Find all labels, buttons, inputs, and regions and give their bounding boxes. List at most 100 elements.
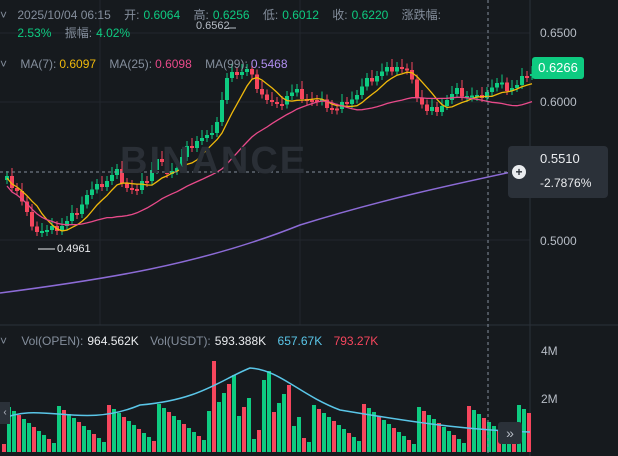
candle	[385, 67, 389, 72]
candle	[245, 69, 249, 72]
volume-bar	[347, 433, 351, 452]
candle	[380, 71, 384, 76]
volume-bar	[202, 440, 206, 452]
candle	[350, 99, 354, 104]
volume-axis-label: 4M	[541, 344, 558, 358]
candle	[510, 88, 514, 91]
volume-bar	[2, 444, 6, 452]
candle	[10, 176, 14, 188]
ma99-value: 0.5468	[250, 57, 288, 71]
double-chevron-right-icon[interactable]: »	[498, 422, 522, 444]
volume-bar	[7, 407, 11, 452]
candle	[135, 189, 139, 191]
chevron-down-icon[interactable]: ˅	[0, 8, 8, 22]
price-axis-label: 0.6000	[540, 95, 577, 109]
candle	[360, 86, 364, 95]
candle	[430, 107, 434, 111]
volume-bar	[32, 427, 36, 452]
volume-bar	[472, 410, 476, 452]
volume-bar	[212, 361, 216, 452]
candle	[485, 92, 489, 98]
volume-bar	[12, 411, 16, 452]
volume-bar	[17, 415, 21, 452]
candle	[220, 100, 224, 122]
scroll-left-icon[interactable]: ‹	[0, 402, 10, 424]
candle	[195, 141, 199, 148]
volume-bar	[307, 442, 311, 452]
ma7-label: MA(7):	[20, 57, 57, 71]
volume-bar	[297, 417, 301, 452]
candle	[105, 181, 109, 187]
high-value: 0.6256	[212, 8, 250, 22]
volume-bar	[522, 409, 526, 452]
candle	[125, 183, 129, 188]
chevron-down-icon[interactable]: ˅	[0, 334, 8, 348]
volume-bar	[57, 406, 61, 452]
candle	[175, 168, 179, 171]
volume-bar	[87, 430, 91, 452]
volume-bar	[137, 429, 141, 452]
volume-bar	[382, 420, 386, 452]
high-label: 高:	[193, 8, 209, 22]
ohlc-info: ˅ 2025/10/04 06:15 开: 0.6064 高: 0.6256 低: 0…	[0, 6, 540, 42]
volume-bar	[457, 439, 461, 452]
vol-ma10-value: 793.27K	[333, 334, 379, 348]
candle	[210, 133, 214, 135]
candle	[315, 100, 319, 102]
candle	[275, 102, 279, 104]
watermark: BINANCE	[120, 140, 308, 182]
volume-bar	[67, 414, 71, 452]
volume-bar	[147, 437, 151, 452]
candle	[270, 100, 274, 102]
volume-bar	[22, 419, 26, 452]
candle	[155, 159, 159, 170]
candle	[425, 104, 429, 111]
ma7-line	[6, 71, 533, 232]
volume-bar	[197, 436, 201, 452]
candle	[445, 100, 449, 106]
candle	[160, 159, 164, 162]
candle	[325, 99, 329, 108]
volume-bar	[127, 421, 131, 452]
candle	[50, 226, 54, 230]
volume-bar	[322, 413, 326, 452]
candle	[355, 95, 359, 100]
candle	[310, 100, 314, 102]
open-value: 0.6064	[143, 8, 181, 22]
candle	[95, 184, 99, 190]
volume-legend: ˅ Vol(OPEN): 964.562K Vol(USDT): 593.388K …	[0, 333, 382, 349]
candle	[280, 104, 284, 106]
chevron-down-icon[interactable]: ˅	[0, 57, 8, 71]
candle	[165, 162, 169, 174]
open-label: 开:	[124, 8, 140, 22]
candle	[15, 188, 19, 191]
volume-ma5-line	[0, 367, 531, 433]
volume-bar	[252, 439, 256, 452]
volume-bar	[407, 440, 411, 452]
candle	[415, 79, 419, 98]
volume-bar	[227, 384, 231, 452]
candle	[420, 98, 424, 105]
candle	[85, 195, 89, 205]
candle	[120, 169, 124, 183]
vol-open-value: 964.562K	[87, 334, 139, 348]
crosshair-price: 0.5510	[540, 151, 580, 166]
volume-bar	[422, 411, 426, 452]
volume-bar	[352, 437, 356, 452]
candle	[470, 95, 474, 98]
candle	[450, 94, 454, 100]
plus-circle-icon[interactable]: +	[512, 165, 526, 179]
candle	[80, 204, 84, 214]
volume-bar	[257, 430, 261, 452]
candle	[215, 122, 219, 133]
candle	[235, 72, 239, 75]
volume-bar	[432, 419, 436, 452]
candle	[255, 74, 259, 89]
ma25-line	[6, 96, 533, 226]
volume-bar	[117, 413, 121, 452]
high-annotation: 0.6562	[196, 20, 230, 32]
amplitude-value: 4.02%	[96, 26, 131, 40]
candle	[500, 82, 504, 85]
volume-bar	[82, 426, 86, 452]
